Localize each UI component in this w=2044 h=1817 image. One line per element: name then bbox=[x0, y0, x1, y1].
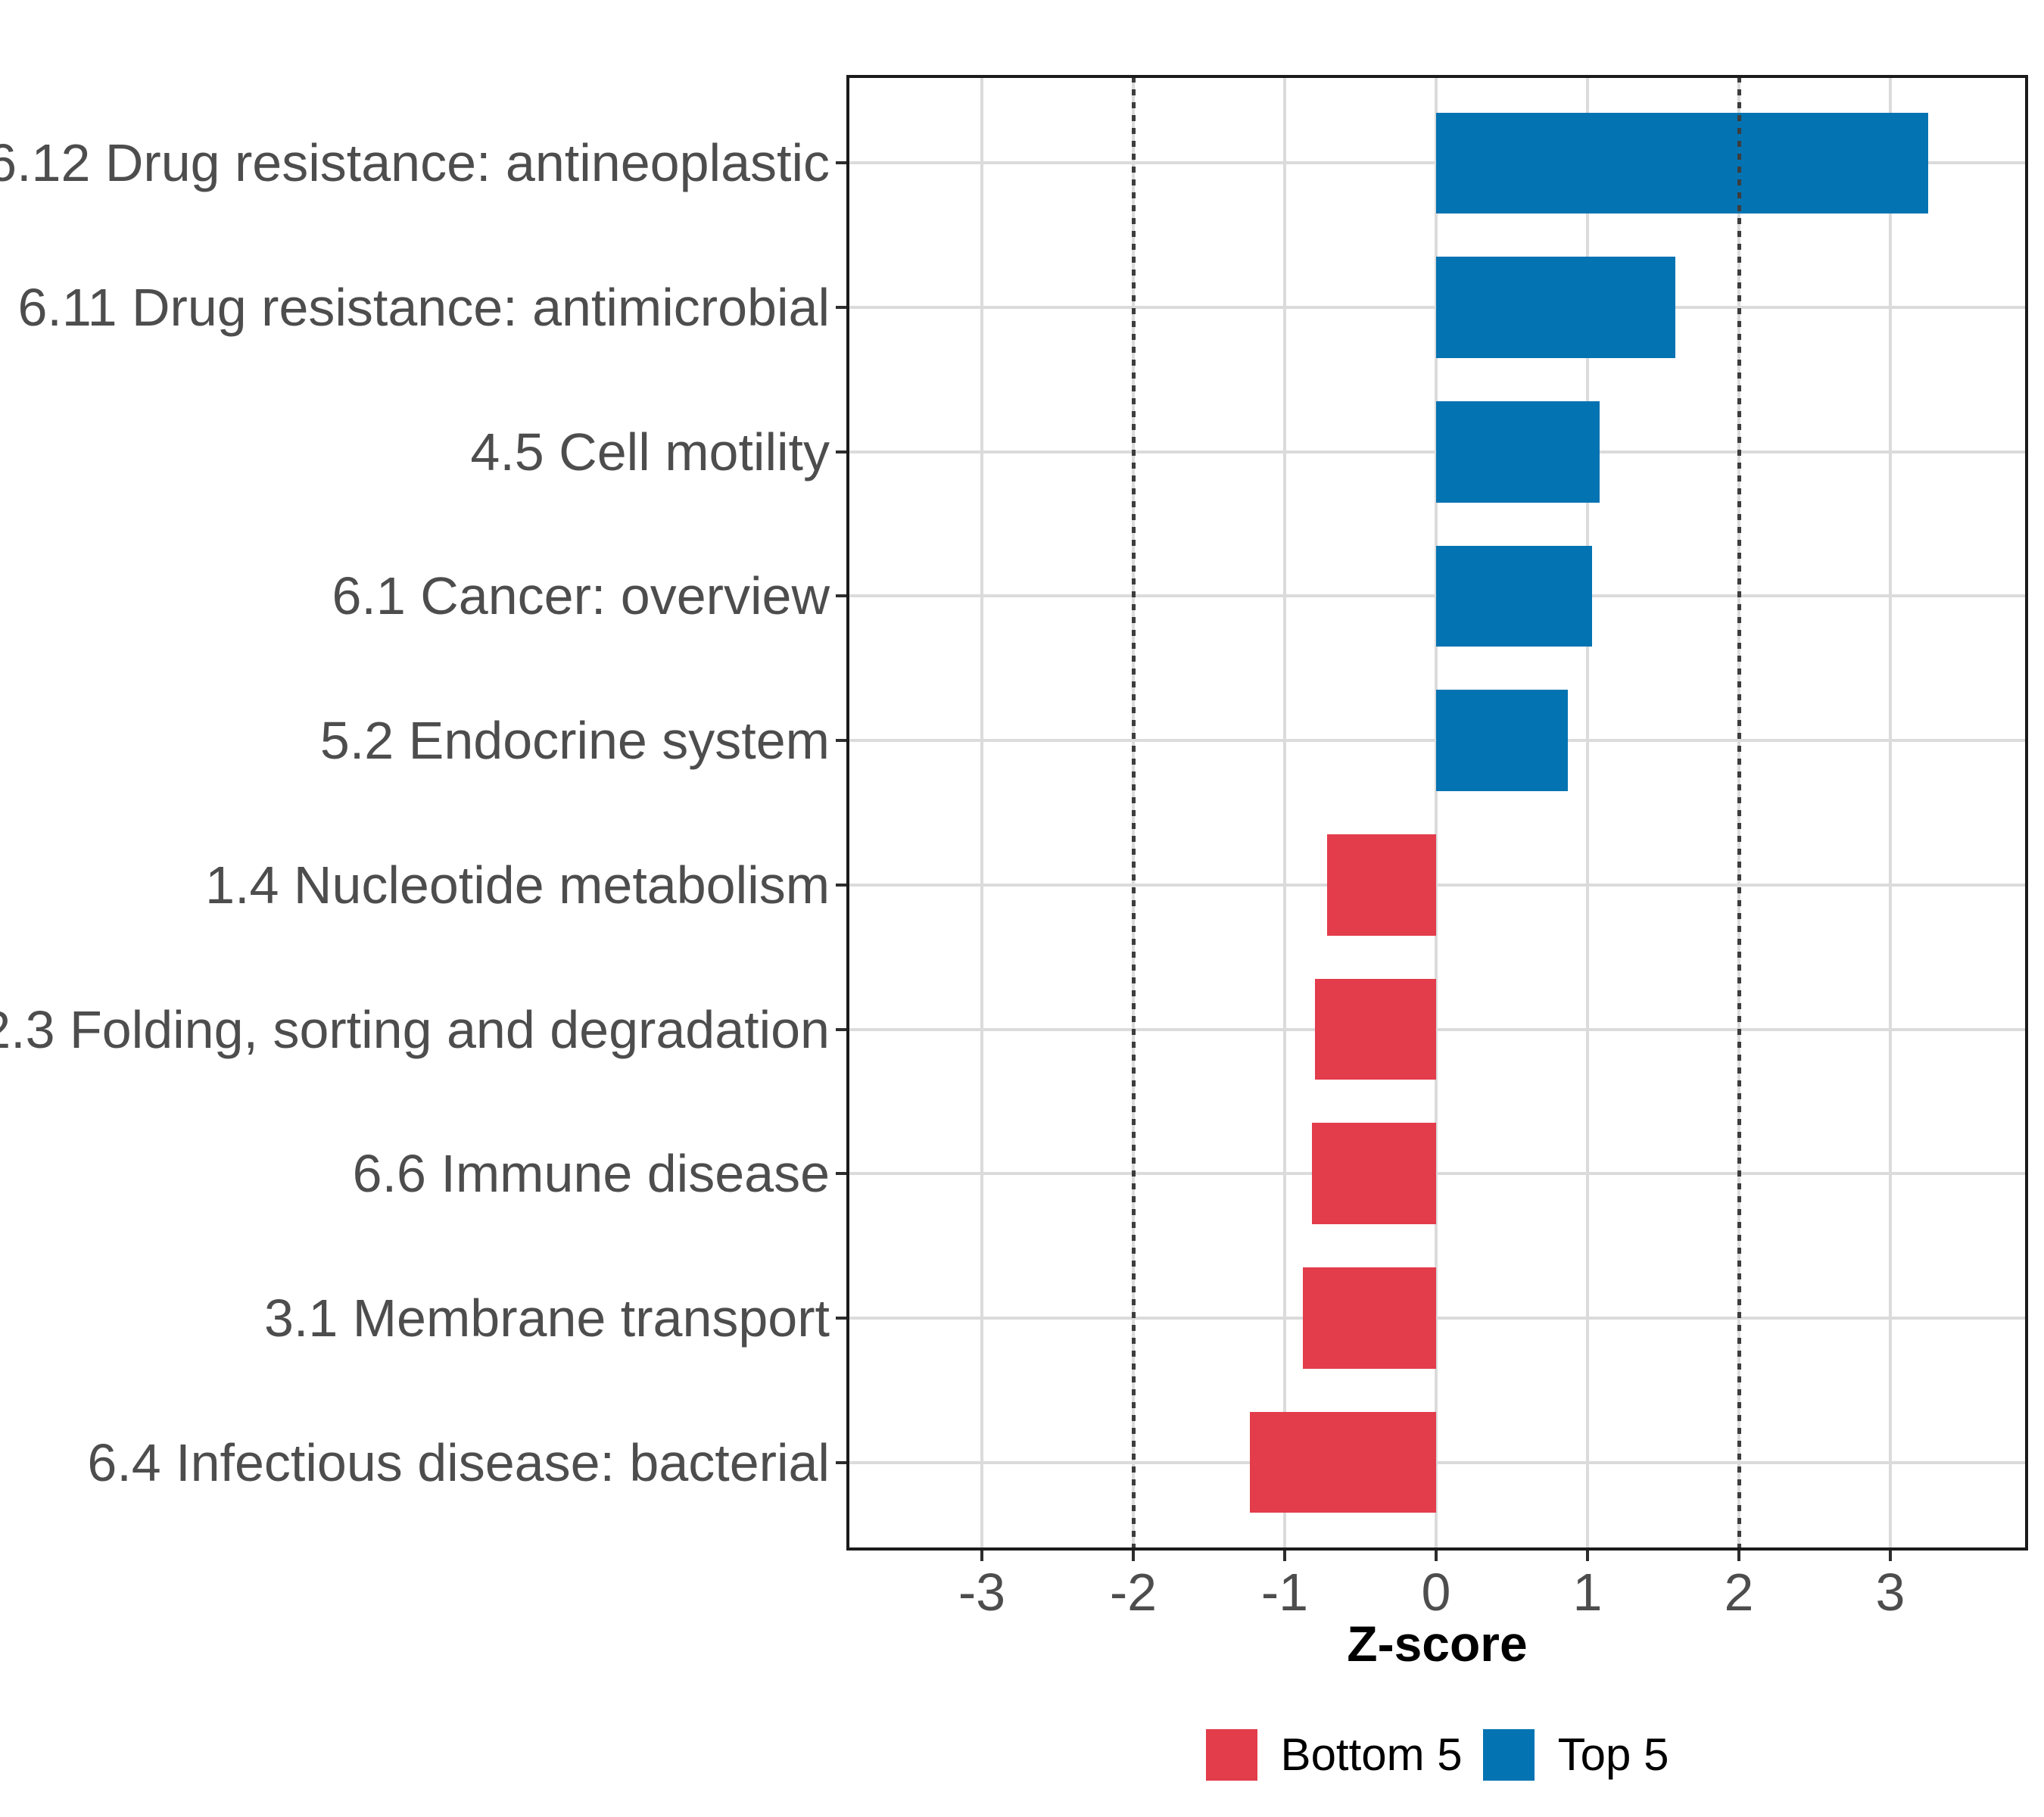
gridline-horizontal bbox=[848, 883, 2027, 887]
bar-top-5 bbox=[1436, 401, 1600, 503]
y-axis-tick bbox=[836, 739, 846, 743]
legend-item: Bottom 5 bbox=[1205, 1729, 1463, 1781]
bar-bottom-5 bbox=[1312, 1123, 1436, 1224]
category-label: 6.1 Cancer: overview bbox=[332, 566, 830, 626]
bar-top-5 bbox=[1436, 690, 1568, 791]
category-label: 2.3 Folding, sorting and degradation bbox=[0, 999, 830, 1059]
x-axis-tick bbox=[1889, 1551, 1892, 1561]
gridline-vertical bbox=[1586, 76, 1589, 1549]
bar-bottom-5 bbox=[1250, 1411, 1436, 1513]
gridline-horizontal bbox=[848, 1460, 2027, 1464]
x-axis-tick bbox=[980, 1551, 983, 1561]
x-axis-tick-label: 3 bbox=[1875, 1563, 1905, 1622]
category-label: 4.5 Cell motility bbox=[470, 422, 830, 482]
x-axis-tick-label: -3 bbox=[958, 1563, 1006, 1622]
bar-top-5 bbox=[1436, 545, 1592, 647]
bar-bottom-5 bbox=[1303, 1267, 1436, 1369]
legend: Bottom 5 Top 5 bbox=[846, 1729, 2028, 1781]
gridline-vertical bbox=[980, 76, 983, 1549]
bar-top-5 bbox=[1436, 257, 1675, 358]
x-axis-tick bbox=[1435, 1551, 1438, 1561]
legend-item: Top 5 bbox=[1482, 1729, 1669, 1781]
legend-label: Top 5 bbox=[1557, 1729, 1669, 1780]
x-axis-tick-label: 2 bbox=[1724, 1563, 1754, 1622]
legend-label: Bottom 5 bbox=[1280, 1729, 1463, 1780]
x-axis-tick bbox=[1132, 1551, 1135, 1561]
x-axis-tick bbox=[1737, 1551, 1740, 1561]
y-axis-tick bbox=[836, 1172, 846, 1176]
category-label: 6.12 Drug resistance: antineoplastic bbox=[0, 133, 830, 193]
bar-bottom-5 bbox=[1327, 834, 1436, 936]
y-axis-tick bbox=[836, 1460, 846, 1464]
x-axis-tick-label: 1 bbox=[1572, 1563, 1603, 1622]
y-axis-tick bbox=[836, 306, 846, 310]
gridline-vertical bbox=[1435, 76, 1438, 1549]
bar-bottom-5 bbox=[1315, 978, 1436, 1080]
y-axis-tick bbox=[836, 594, 846, 598]
gridline-horizontal bbox=[848, 1027, 2027, 1031]
x-axis-tick bbox=[1586, 1551, 1589, 1561]
gridline-vertical bbox=[1283, 76, 1286, 1549]
legend-swatch bbox=[1482, 1729, 1535, 1781]
gridline-vertical bbox=[1889, 76, 1892, 1549]
y-axis-tick bbox=[836, 450, 846, 453]
reference-line bbox=[1131, 76, 1136, 1549]
x-axis-tick-label: -1 bbox=[1260, 1563, 1309, 1622]
x-axis-title: Z-score bbox=[1347, 1616, 1528, 1672]
category-label: 6.6 Immune disease bbox=[352, 1144, 830, 1204]
category-label: 1.4 Nucleotide metabolism bbox=[205, 855, 830, 915]
y-axis-tick bbox=[836, 883, 846, 887]
y-axis-tick bbox=[836, 1316, 846, 1320]
x-axis-tick bbox=[1283, 1551, 1286, 1561]
category-label: 6.4 Infectious disease: bacterial bbox=[87, 1432, 830, 1492]
x-axis-tick-label: 0 bbox=[1421, 1563, 1451, 1622]
bar-top-5 bbox=[1436, 112, 1928, 214]
y-axis-tick bbox=[836, 1027, 846, 1031]
legend-swatch bbox=[1205, 1729, 1257, 1781]
reference-line bbox=[1737, 76, 1741, 1549]
gridline-horizontal bbox=[848, 1316, 2027, 1320]
category-label: 6.11 Drug resistance: antimicrobial bbox=[17, 278, 830, 338]
x-axis-tick-label: -2 bbox=[1109, 1563, 1158, 1622]
category-label: 5.2 Endocrine system bbox=[319, 711, 830, 771]
gridline-horizontal bbox=[848, 1172, 2027, 1176]
y-axis-tick bbox=[836, 161, 846, 165]
category-label: 3.1 Membrane transport bbox=[263, 1288, 830, 1348]
